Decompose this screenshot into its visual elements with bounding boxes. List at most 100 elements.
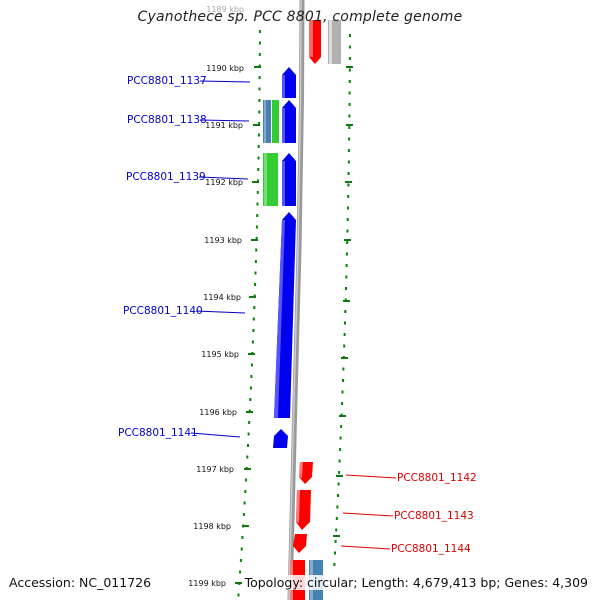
gene-pcc8801-1143[interactable]: [296, 490, 311, 530]
leader-line-1143: [342, 512, 394, 517]
ruler-dot: [347, 183, 350, 187]
leader-line-1138: [199, 119, 250, 122]
ruler-dot: [252, 317, 255, 321]
leader-line-1139: [198, 176, 249, 180]
ruler-dot: [346, 229, 349, 233]
ruler-dot: [347, 160, 350, 164]
gene-pcc8801-1144[interactable]: [293, 534, 307, 553]
ruler-dot: [348, 68, 351, 72]
genome-backbone-highlight: [288, 0, 302, 600]
ruler-label-1191: 1191 kbp: [205, 121, 243, 130]
gene-pcc8801-1142[interactable]: [299, 462, 313, 484]
ruler-dot: [346, 241, 349, 244]
ruler-dot: [243, 501, 246, 505]
leader-line-1142: [345, 474, 397, 479]
ruler-tick-marks: [235, 66, 353, 584]
ruler-dot: [335, 517, 338, 520]
ruler-dot: [251, 340, 254, 344]
ruler-dot: [348, 45, 351, 49]
ruler-dot: [337, 494, 339, 497]
label-pcc8801-1144[interactable]: PCC8801_1144: [391, 543, 471, 555]
ruler-dot: [256, 202, 259, 206]
ruler-dot: [258, 122, 261, 125]
ruler-label-1193: 1193 kbp: [204, 236, 242, 245]
feature-pcc8801-1138-green[interactable]: [272, 100, 279, 143]
genome-summary: Topology: circular; Length: 4,679,413 bp…: [242, 575, 590, 590]
length-value: 4,679,413 bp;: [412, 575, 501, 590]
ruler-dot: [255, 237, 258, 240]
topology-label: Topology:: [244, 575, 304, 590]
ruler-dot: [258, 76, 261, 79]
ruler-dot: [256, 191, 259, 194]
genes-label: Genes:: [504, 575, 549, 590]
feature-pcc8801-1139-green[interactable]: [263, 153, 278, 206]
ruler-dot: [348, 91, 351, 95]
ruler-dot: [346, 218, 349, 221]
ruler-dot: [344, 310, 347, 313]
ruler-label-1194: 1194 kbp: [203, 293, 241, 302]
ruler-dot: [342, 367, 345, 371]
ruler-dot: [250, 375, 253, 378]
ruler-dot: [337, 482, 340, 486]
ruler-dot: [250, 363, 253, 367]
leader-line-1141: [190, 432, 241, 438]
ruler-dot: [347, 172, 350, 175]
ruler-dot: [258, 110, 261, 114]
label-pcc8801-1141[interactable]: PCC8801_1141: [118, 427, 198, 439]
ruler-dot: [239, 570, 242, 574]
label-pcc8801-1140[interactable]: PCC8801_1140: [123, 305, 203, 317]
ruler-label-1199: 1199 kbp: [188, 579, 226, 588]
ruler-dot: [333, 563, 336, 566]
ruler-dot: [247, 444, 249, 447]
leader-line-1137: [199, 80, 251, 83]
label-pcc8801-1137[interactable]: PCC8801_1137: [127, 75, 207, 87]
topology-value: circular;: [307, 575, 358, 590]
gene-pcc8801-1141[interactable]: [273, 429, 288, 448]
ruler-dot: [257, 168, 260, 171]
ruler-label-1195: 1195 kbp: [201, 350, 239, 359]
ruler-dot: [341, 402, 344, 405]
ruler-label-1197: 1197 kbp: [196, 465, 234, 474]
ruler-dot: [245, 478, 247, 482]
ruler-dot: [244, 490, 247, 493]
label-pcc8801-1139[interactable]: PCC8801_1139: [126, 171, 206, 183]
gene-pcc8801-1139[interactable]: [282, 153, 296, 206]
leader-line-1140: [195, 310, 246, 314]
feature-top-gray[interactable]: [328, 20, 341, 64]
feature-top-red[interactable]: [309, 20, 321, 64]
ruler-dot: [343, 344, 346, 348]
label-pcc8801-1138[interactable]: PCC8801_1138: [127, 114, 207, 126]
feature-pcc8801-1138-steelblue[interactable]: [263, 100, 271, 143]
ruler-label-1196: 1196 kbp: [199, 408, 237, 417]
leader-line-1144: [340, 545, 391, 550]
ruler-dot: [258, 87, 261, 91]
ruler-dot: [257, 156, 260, 160]
ruler-dot: [348, 137, 351, 141]
ruler-dot: [254, 260, 257, 263]
ruler-dot: [248, 421, 251, 424]
ruler-dot: [345, 264, 348, 267]
ruler-dot: [242, 513, 245, 516]
ruler-dot: [253, 306, 256, 309]
ruler-dot: [256, 214, 259, 217]
ruler-dot: [258, 30, 261, 33]
ruler-dot: [339, 448, 342, 451]
ruler-dot: [345, 287, 347, 290]
ruler-dot: [334, 551, 336, 555]
ruler-dot: [258, 53, 261, 56]
gene-pcc8801-1137[interactable]: [282, 67, 296, 98]
ruler-dot: [334, 540, 337, 543]
ruler-dot: [258, 99, 261, 102]
gene-pcc8801-1138[interactable]: [282, 100, 296, 143]
ruler-dot: [346, 206, 349, 210]
ruler-dot: [247, 432, 250, 436]
gene-pcc8801-1140[interactable]: [274, 212, 296, 418]
ruler-dot: [338, 471, 341, 474]
label-pcc8801-1142[interactable]: PCC8801_1142: [397, 472, 477, 484]
length-label: Length:: [361, 575, 409, 590]
ruler-label-1190: 1190 kbp: [206, 64, 244, 73]
label-pcc8801-1143[interactable]: PCC8801_1143: [394, 510, 474, 522]
genes-value: 4,309: [552, 575, 588, 590]
ruler-label-1192: 1192 kbp: [205, 178, 243, 187]
